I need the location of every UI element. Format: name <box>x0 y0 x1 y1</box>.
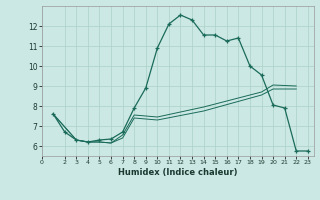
X-axis label: Humidex (Indice chaleur): Humidex (Indice chaleur) <box>118 168 237 177</box>
